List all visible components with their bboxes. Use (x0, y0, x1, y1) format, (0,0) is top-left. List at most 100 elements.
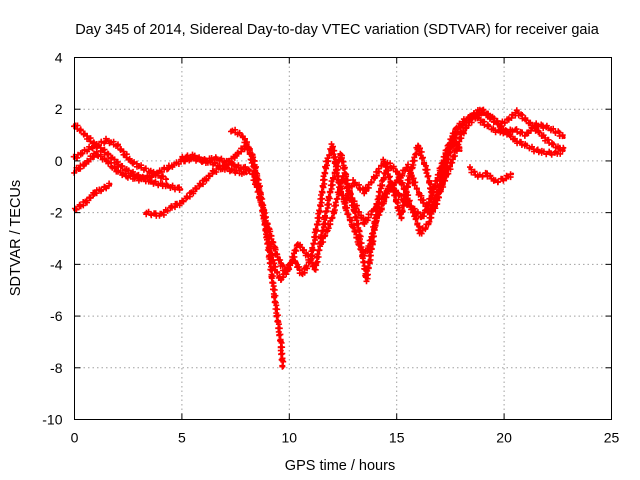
tick-labels: 0 5 10 15 20 25 -10 -8 -6 -4 -2 0 2 4 (42, 50, 619, 446)
data-point (270, 275, 274, 279)
series-track-i (341, 137, 463, 222)
series-track-h (317, 107, 566, 246)
data-point (201, 159, 205, 163)
data-point (212, 162, 216, 165)
data-point (502, 128, 506, 132)
data-point (442, 175, 446, 178)
data-point (148, 175, 152, 178)
data-point (169, 206, 173, 209)
data-point (253, 169, 257, 173)
data-point (83, 149, 87, 152)
data-point (416, 190, 420, 194)
data-point (363, 221, 366, 225)
series-markers (341, 137, 463, 222)
data-point (159, 175, 162, 178)
data-point (137, 177, 141, 181)
data-point (330, 180, 334, 184)
data-point (391, 185, 394, 189)
x-axis-label: GPS time / hours (285, 458, 395, 474)
data-point (317, 211, 321, 215)
data-point (180, 187, 184, 191)
data-point (159, 213, 162, 217)
x-tick-label: 5 (178, 430, 186, 446)
series-track-j (467, 164, 515, 186)
data-point (159, 182, 162, 186)
data-point (476, 175, 480, 178)
series-markers (143, 140, 287, 370)
data-point (116, 162, 119, 165)
data-point (534, 149, 538, 152)
data-point (356, 224, 360, 227)
data-point (491, 128, 495, 132)
data-point (201, 180, 205, 184)
data-point (556, 151, 560, 155)
data-point (169, 185, 173, 189)
series-markers (467, 164, 514, 186)
data-point (266, 237, 270, 240)
data-point (513, 138, 517, 142)
data-point (275, 309, 278, 313)
data-point (94, 144, 98, 147)
y-tick-label: -10 (42, 412, 62, 428)
data-point (341, 175, 345, 178)
data-point (240, 133, 244, 137)
data-point (122, 151, 126, 155)
data-point (330, 144, 334, 147)
data-point (148, 180, 152, 184)
data-point (345, 211, 349, 215)
series-track-e (143, 140, 287, 370)
data-point (212, 169, 216, 173)
data-point (259, 200, 263, 204)
data-point (352, 200, 356, 204)
data-point (343, 200, 347, 204)
data-point (339, 151, 343, 155)
y-tick-label: -4 (50, 256, 63, 272)
data-point (223, 159, 227, 163)
data-point (300, 273, 304, 277)
data-point (169, 164, 173, 168)
data-point (395, 169, 399, 173)
data-point (491, 118, 495, 121)
data-point (313, 268, 317, 271)
data-point (148, 169, 152, 173)
y-tick-label: -2 (50, 205, 63, 221)
chart-title: Day 345 of 2014, Sidereal Day-to-day VTE… (75, 22, 600, 38)
data-point (427, 211, 431, 215)
data-point (421, 216, 424, 220)
data-point (365, 278, 369, 282)
data-point (425, 169, 429, 173)
data-point (128, 159, 132, 163)
data-point (481, 120, 485, 124)
data-point (94, 151, 98, 155)
grid (74, 57, 612, 420)
data-point (515, 110, 519, 114)
data-point (296, 242, 300, 246)
data-point (116, 144, 119, 147)
plot-frame (74, 57, 612, 420)
data-point (502, 177, 506, 181)
x-tick-label: 15 (389, 430, 405, 446)
data-point (191, 154, 195, 158)
data-layer (70, 106, 567, 370)
data-point (244, 172, 248, 176)
data-point (105, 159, 109, 163)
data-point (416, 144, 420, 147)
data-point (382, 200, 386, 204)
y-tick-label: 4 (55, 50, 63, 66)
data-point (105, 151, 109, 155)
data-point (352, 226, 356, 230)
series-track-a (71, 122, 184, 193)
data-point (330, 216, 334, 220)
data-point (352, 180, 356, 184)
data-point (281, 366, 285, 370)
data-point (287, 265, 291, 269)
data-point (382, 159, 386, 163)
data-point (94, 190, 98, 194)
data-point (506, 118, 510, 121)
data-point (363, 190, 366, 194)
data-point (116, 169, 119, 173)
data-point (470, 118, 474, 121)
data-point (545, 151, 549, 155)
data-point (399, 216, 403, 220)
